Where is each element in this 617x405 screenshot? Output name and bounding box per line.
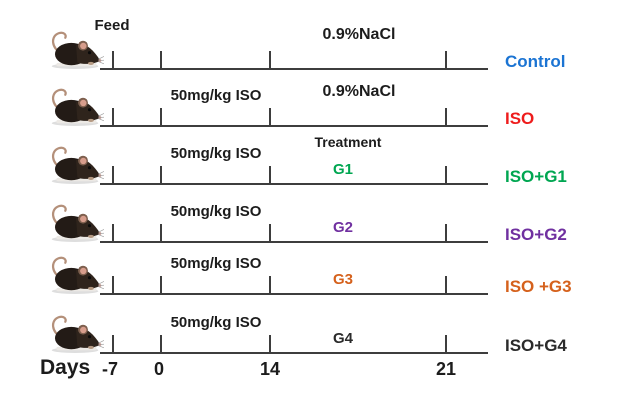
tick-day-21 [445, 276, 447, 293]
tick-day-minus7 [112, 276, 114, 293]
group-label-iso-g3: ISO +G3 [505, 277, 572, 296]
tick-day-0 [160, 224, 162, 241]
feed-label: Feed [94, 17, 130, 34]
iso-dose-label: 50mg/kg ISO [170, 314, 262, 331]
timeline-row-iso-g3: 50mg/kg ISO G3 ISO +G3 [0, 243, 617, 299]
tick-day-21 [445, 335, 447, 352]
timeline-line [100, 352, 488, 354]
group-label-iso-g2: ISO+G2 [505, 225, 567, 244]
tick-day-minus7 [112, 108, 114, 125]
treatment-label-g2: G2 [332, 219, 353, 236]
timeline-line [100, 293, 488, 295]
tick-day-0 [160, 108, 162, 125]
group-label-control: Control [505, 52, 566, 71]
nacl-label: 0.9%NaCl [322, 26, 396, 43]
iso-dose-label: 50mg/kg ISO [170, 203, 262, 220]
tick-day-minus7 [112, 335, 114, 352]
tick-day-0 [160, 51, 162, 68]
tick-day-minus7 [112, 51, 114, 68]
tick-day-14 [269, 166, 271, 183]
mouse-icon [50, 315, 104, 354]
timeline-row-iso-g4: 50mg/kg ISO G4 ISO+G4 [0, 302, 617, 358]
tick-day-14 [269, 276, 271, 293]
timeline-line [100, 241, 488, 243]
day-tick-label-21: 21 [435, 359, 457, 379]
tick-day-21 [445, 51, 447, 68]
timeline-line [100, 183, 488, 185]
treatment-header: Treatment [314, 134, 382, 150]
tick-day-14 [269, 108, 271, 125]
iso-dose-label: 50mg/kg ISO [170, 145, 262, 162]
group-label-iso: ISO [505, 109, 535, 128]
tick-day-21 [445, 166, 447, 183]
timeline-line [100, 68, 488, 70]
tick-day-minus7 [112, 224, 114, 241]
timeline-row-iso-g2: 50mg/kg ISO G2 ISO+G2 [0, 191, 617, 247]
tick-day-21 [445, 108, 447, 125]
days-axis-label: Days [40, 356, 91, 379]
treatment-label-g1: G1 [332, 161, 353, 178]
day-tick-label-14: 14 [259, 359, 281, 379]
tick-day-0 [160, 335, 162, 352]
tick-day-21 [445, 224, 447, 241]
treatment-label-g3: G3 [332, 271, 353, 288]
tick-day-14 [269, 51, 271, 68]
treatment-label-g4: G4 [332, 330, 353, 347]
tick-day-14 [269, 224, 271, 241]
tick-day-14 [269, 335, 271, 352]
group-label-iso-g4: ISO+G4 [505, 336, 567, 355]
timeline-row-control: Feed 0.9%NaCl Control [0, 17, 617, 74]
nacl-label: 0.9%NaCl [322, 83, 396, 100]
iso-dose-label: 50mg/kg ISO [170, 87, 262, 104]
day-tick-label-minus7: -7 [101, 359, 118, 379]
mouse-icon [50, 256, 104, 295]
tick-day-0 [160, 276, 162, 293]
mouse-icon [50, 204, 104, 243]
mouse-icon [50, 88, 104, 127]
timeline-row-iso-g1: 50mg/kg ISO Treatment G1 ISO+G1 [0, 133, 617, 189]
mouse-icon [50, 146, 104, 185]
day-tick-label-0: 0 [153, 359, 164, 379]
iso-dose-label: 50mg/kg ISO [170, 255, 262, 272]
timeline-row-iso: 50mg/kg ISO 0.9%NaCl ISO [0, 75, 617, 131]
tick-day-minus7 [112, 166, 114, 183]
group-label-iso-g1: ISO+G1 [505, 167, 567, 186]
timeline-line [100, 125, 488, 127]
tick-day-0 [160, 166, 162, 183]
